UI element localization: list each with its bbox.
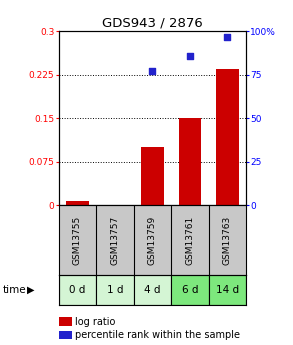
Title: GDS943 / 2876: GDS943 / 2876 xyxy=(102,17,203,30)
Text: GSM13763: GSM13763 xyxy=(223,215,232,265)
Text: percentile rank within the sample: percentile rank within the sample xyxy=(75,330,240,340)
Text: 6 d: 6 d xyxy=(182,285,198,295)
Text: 4 d: 4 d xyxy=(144,285,161,295)
Bar xyxy=(171,275,209,305)
Text: ▶: ▶ xyxy=(27,285,35,295)
Text: GSM13757: GSM13757 xyxy=(110,215,119,265)
Bar xyxy=(216,69,239,205)
Point xyxy=(225,34,230,40)
Text: GSM13759: GSM13759 xyxy=(148,215,157,265)
Bar xyxy=(141,147,163,205)
Text: GSM13761: GSM13761 xyxy=(185,215,194,265)
Text: 1 d: 1 d xyxy=(107,285,123,295)
Bar xyxy=(59,275,96,305)
Bar xyxy=(96,275,134,305)
Bar xyxy=(134,275,171,305)
Text: GSM13755: GSM13755 xyxy=(73,215,82,265)
Text: 0 d: 0 d xyxy=(69,285,86,295)
Bar xyxy=(179,118,201,205)
Text: time: time xyxy=(3,285,27,295)
Bar xyxy=(209,275,246,305)
Point xyxy=(150,68,155,74)
Point xyxy=(188,53,192,59)
Bar xyxy=(66,200,88,205)
Text: 14 d: 14 d xyxy=(216,285,239,295)
Text: log ratio: log ratio xyxy=(75,317,115,327)
